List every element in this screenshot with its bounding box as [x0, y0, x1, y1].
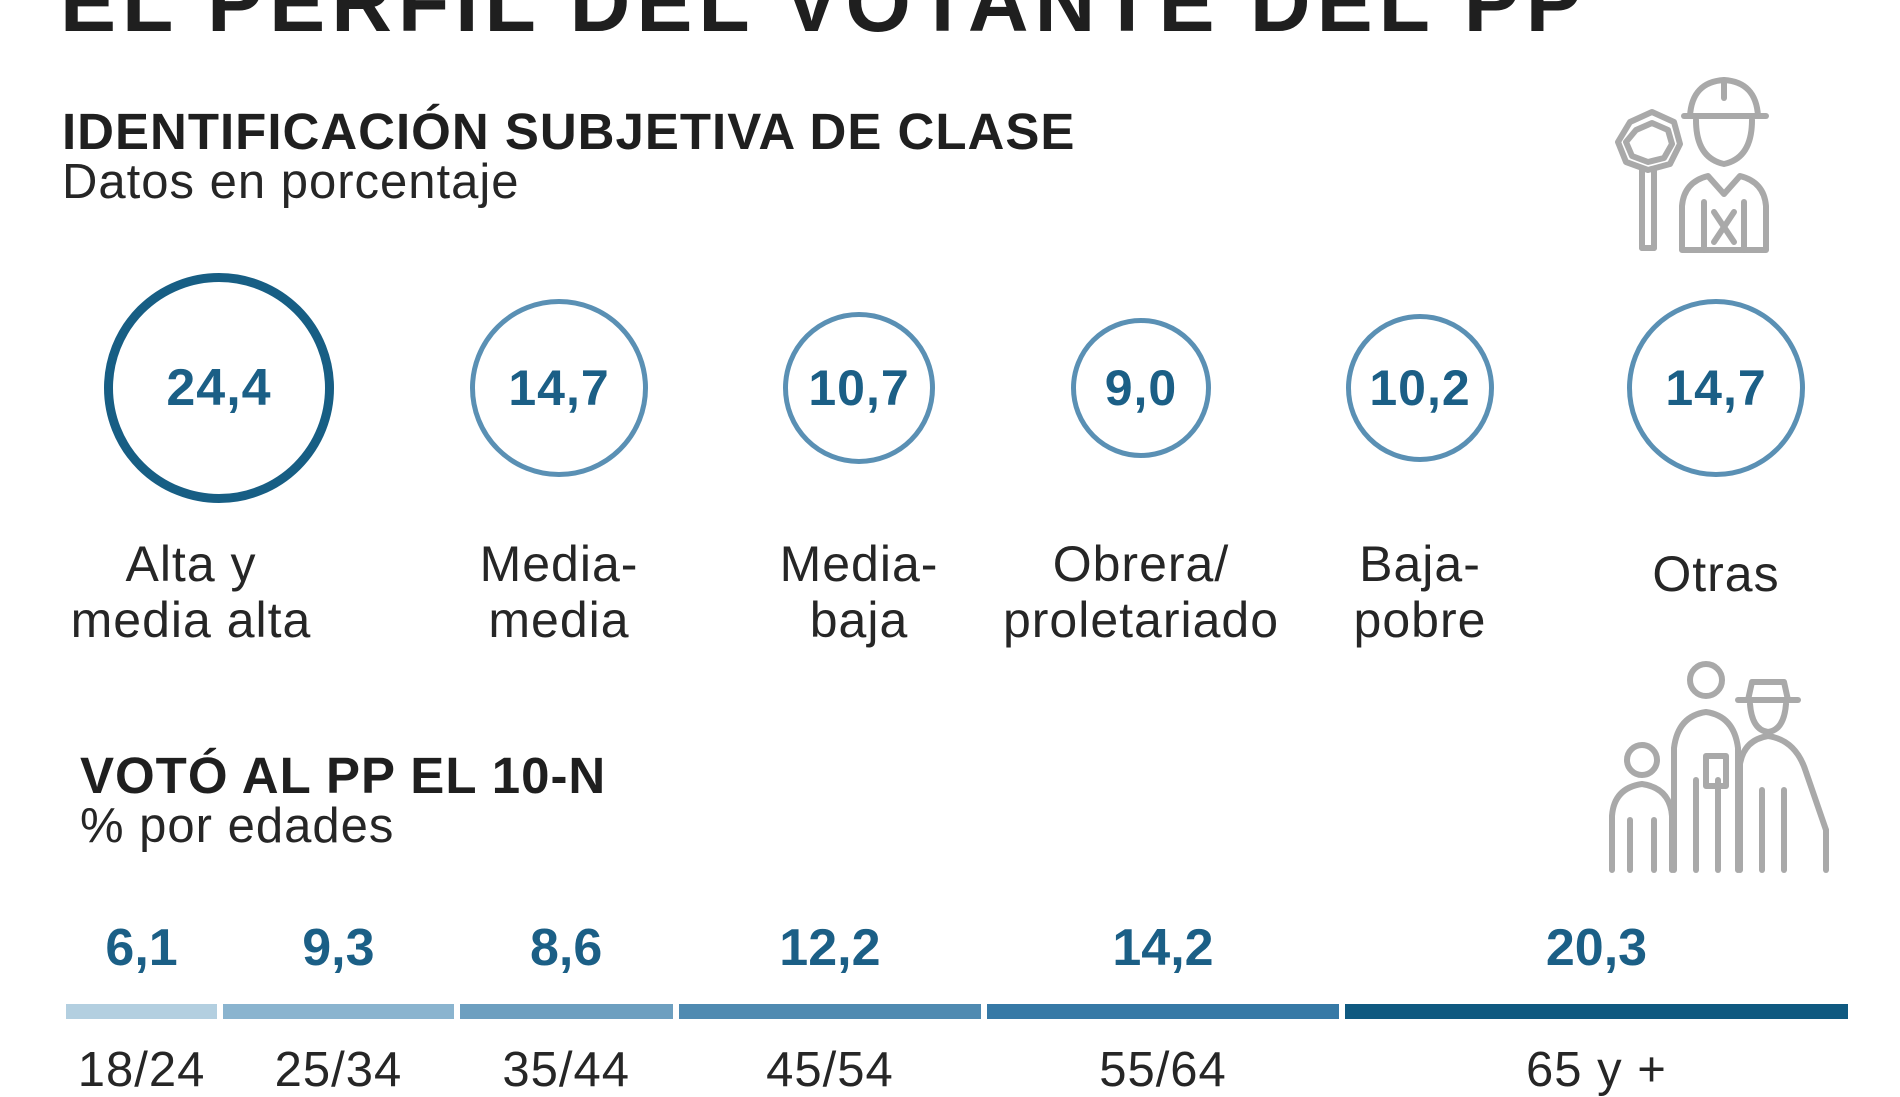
age-bar-segment [223, 1004, 454, 1019]
age-bar-segment [987, 1004, 1339, 1019]
class-section-title: IDENTIFICACIÓN SUBJETIVA DE CLASE [62, 103, 1076, 160]
age-category-label: 45/54 [766, 1043, 894, 1097]
class-bubble: 24,4 [104, 273, 334, 503]
age-category-label: 35/44 [502, 1043, 630, 1097]
page-title: EL PERFIL DEL VOTANTE DEL PP [60, 0, 1588, 49]
age-category-label: 25/34 [274, 1043, 403, 1097]
class-bubble: 14,7 [470, 299, 648, 477]
age-bar-segment [66, 1004, 218, 1019]
class-category-label: Obrera/ proletariado [1002, 536, 1280, 648]
age-category-label: 65 y + [1526, 1043, 1667, 1097]
age-bar-segment [459, 1004, 673, 1019]
class-value-label: 10,7 [808, 360, 910, 416]
class-bubble: 9,0 [1071, 318, 1211, 458]
class-section-subtitle: Datos en porcentaje [62, 155, 520, 209]
age-value-label: 9,3 [302, 919, 375, 977]
age-value-label: 20,3 [1545, 919, 1648, 977]
class-category-label: Media- baja [779, 536, 939, 648]
class-category-label: Alta y media alta [70, 536, 312, 648]
class-bubble: 10,2 [1346, 314, 1494, 462]
age-section-title: VOTÓ AL PP EL 10-N [80, 747, 607, 804]
class-category-label: Otras [1652, 546, 1780, 602]
age-value-label: 12,2 [779, 919, 881, 977]
age-section-subtitle: % por edades [80, 799, 395, 853]
class-value-label: 14,7 [508, 360, 610, 416]
worker-icon [1615, 77, 1769, 253]
class-value-label: 24,4 [166, 359, 272, 417]
class-category-label: Media- media [479, 536, 639, 648]
class-value-label: 9,0 [1104, 360, 1178, 416]
age-category-label: 55/64 [1099, 1043, 1227, 1097]
class-value-label: 14,7 [1665, 360, 1767, 416]
age-value-label: 14,2 [1112, 919, 1214, 977]
class-value-label: 10,2 [1369, 360, 1471, 416]
age-value-label: 6,1 [105, 919, 178, 977]
age-bar-segment [1344, 1004, 1848, 1019]
family-icon [1609, 661, 1829, 873]
class-bubble: 10,7 [783, 312, 935, 464]
age-bar-segment [678, 1004, 982, 1019]
class-bubble: 14,7 [1627, 299, 1805, 477]
age-value-label: 8,6 [530, 919, 603, 977]
class-category-label: Baja- pobre [1353, 536, 1487, 648]
